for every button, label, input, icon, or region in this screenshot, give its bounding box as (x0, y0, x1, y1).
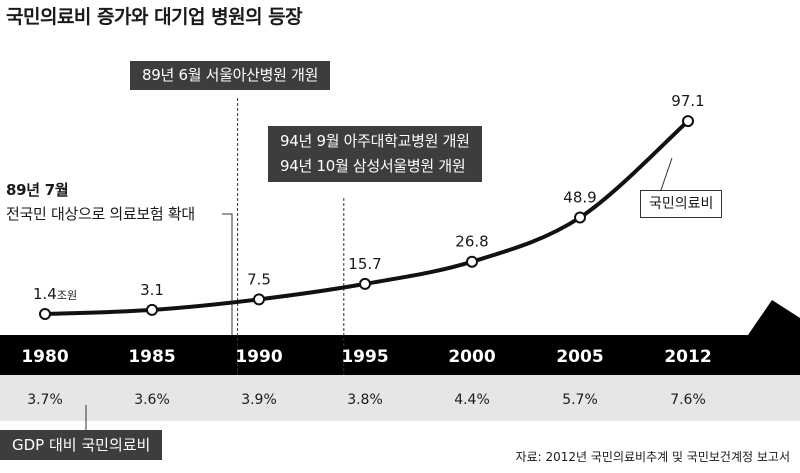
data-label-1980: 1.4조원 (33, 285, 77, 303)
data-label-1990: 7.5 (247, 270, 271, 288)
x-tick-label-2005: 2005 (556, 347, 603, 367)
data-point-1985 (146, 303, 158, 316)
insurance-leader (222, 213, 233, 335)
x-tick-label-1990: 1990 (235, 347, 282, 367)
annotation-insurance-date: 89년 7월 (6, 181, 69, 199)
data-point-2012 (682, 115, 694, 128)
gdp-share-label-2000: 4.4% (454, 392, 490, 408)
annotation-ajou-samsung: 94년 9월 아주대학교병원 개원 94년 10월 삼성서울병원 개원 (268, 126, 482, 182)
x-tick-label-1980: 1980 (21, 347, 68, 367)
gdp-share-label-2012: 7.6% (670, 392, 706, 408)
annotation-ajou: 94년 9월 아주대학교병원 개원 (280, 132, 470, 150)
annotation-insurance-text: 전국민 대상으로 의료보험 확대 (6, 205, 195, 223)
gdp-share-label-1980: 3.7% (27, 392, 63, 408)
x-tick-label-2012: 2012 (664, 347, 711, 367)
source-note: 자료: 2012년 국민의료비추계 및 국민보건계정 보고서 (515, 450, 790, 464)
data-point-2005 (574, 211, 586, 224)
annotation-samsung: 94년 10월 삼성서울병원 개원 (280, 157, 466, 175)
gdp-band (0, 375, 800, 421)
annotation-asan: 89년 6월 서울아산병원 개원 (130, 61, 331, 90)
gdp-legend: GDP 대비 국민의료비 (0, 430, 163, 460)
series-label-leader (660, 157, 673, 191)
data-label-2005: 48.9 (563, 189, 596, 207)
gdp-share-label-2005: 5.7% (562, 392, 598, 408)
timeline-arrow (748, 300, 800, 335)
data-label-2012: 97.1 (671, 92, 704, 110)
x-tick-label-1985: 1985 (128, 347, 175, 367)
x-tick-label-2000: 2000 (448, 347, 495, 367)
timeline-band (0, 335, 800, 375)
data-label-2000: 26.8 (455, 233, 488, 251)
value-unit: 조원 (57, 289, 77, 302)
data-point-1995 (359, 277, 371, 290)
data-point-1980 (39, 308, 51, 320)
gdp-share-label-1990: 3.9% (241, 392, 277, 408)
gdp-share-label-1995: 3.8% (347, 392, 383, 408)
chart-title: 국민의료비 증가와 대기업 병원의 등장 (6, 6, 303, 28)
data-point-1990 (253, 293, 265, 306)
gdp-share-label-1985: 3.6% (134, 392, 170, 408)
data-point-2000 (466, 255, 478, 268)
x-tick-label-1995: 1995 (341, 347, 388, 367)
annotation-insurance: 89년 7월 전국민 대상으로 의료보험 확대 (6, 178, 195, 226)
data-label-1985: 3.1 (140, 281, 164, 299)
series-label-box: 국민의료비 (640, 190, 723, 218)
data-label-1995: 15.7 (348, 255, 381, 273)
